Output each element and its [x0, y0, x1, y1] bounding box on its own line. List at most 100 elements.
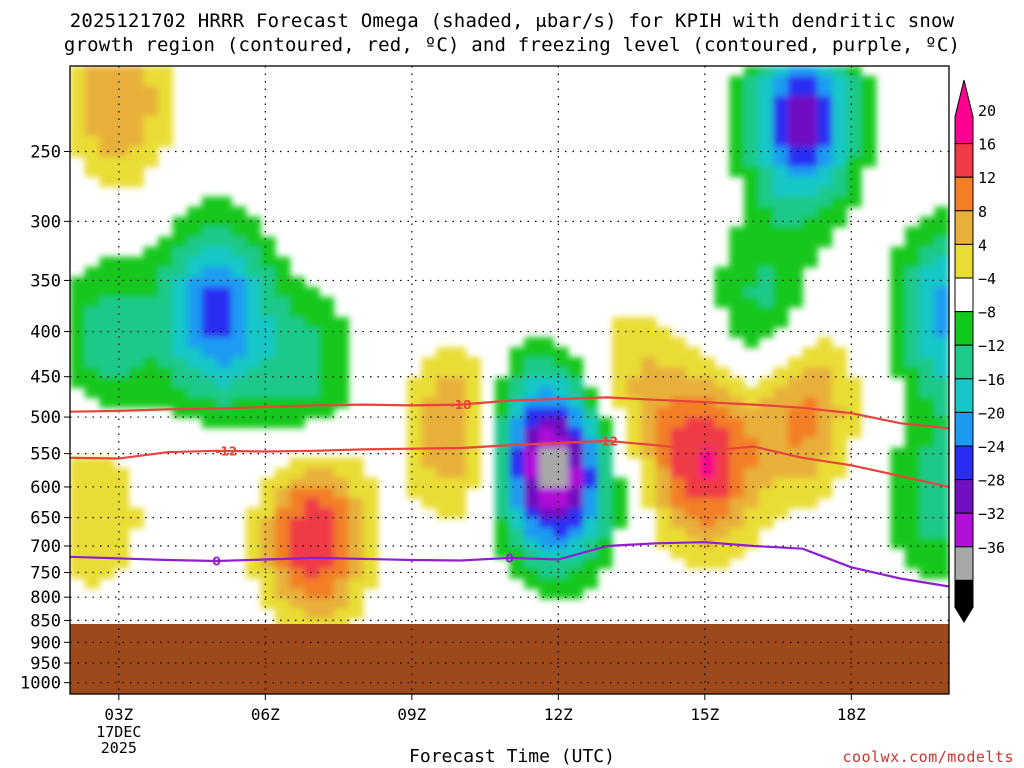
- omega-cell: [582, 437, 598, 449]
- omega-cell: [84, 166, 100, 178]
- omega-cell: [260, 276, 276, 288]
- omega-cell: [831, 367, 848, 378]
- omega-cell: [319, 608, 335, 619]
- omega-cell: [231, 266, 247, 278]
- omega-cell: [919, 437, 935, 449]
- y-tick-label: 600: [30, 478, 61, 498]
- omega-cell: [113, 367, 130, 378]
- omega-cell: [685, 467, 701, 479]
- omega-cell: [787, 427, 804, 439]
- omega-cell: [729, 146, 745, 157]
- omega-cell: [802, 377, 818, 388]
- omega-cell: [538, 538, 555, 549]
- omega-cell: [319, 337, 335, 348]
- omega-cell: [70, 507, 86, 519]
- omega-cell: [84, 487, 100, 499]
- omega-cell: [597, 527, 613, 539]
- omega-cell: [113, 487, 130, 499]
- omega-cell: [319, 477, 335, 489]
- omega-cell: [304, 397, 320, 409]
- omega-cell: [450, 417, 467, 429]
- omega-cell: [172, 236, 188, 248]
- omega-cell: [787, 497, 804, 509]
- omega-cell: [729, 377, 745, 388]
- omega-cell: [99, 377, 115, 388]
- omega-cell: [890, 286, 906, 298]
- omega-cell: [685, 347, 701, 358]
- omega-cell: [494, 548, 511, 559]
- omega-cell: [802, 357, 818, 368]
- omega-cell: [773, 236, 789, 248]
- omega-cell: [626, 447, 642, 459]
- omega-cell: [714, 558, 730, 569]
- omega-cell: [289, 588, 305, 599]
- omega-cell: [260, 527, 276, 539]
- colorbar-segment: [954, 311, 974, 346]
- omega-cell: [817, 176, 833, 188]
- omega-cell: [787, 377, 804, 388]
- omega-cell: [846, 66, 862, 77]
- omega-cell: [231, 337, 247, 348]
- omega-cell: [143, 296, 159, 308]
- omega-cell: [568, 588, 584, 599]
- omega-cell: [201, 327, 218, 338]
- omega-cell: [817, 196, 833, 208]
- omega-cell: [773, 136, 789, 147]
- omega-cell: [612, 477, 628, 489]
- omega-cell: [275, 266, 291, 278]
- omega-cell: [758, 497, 774, 509]
- omega-cell: [524, 487, 540, 499]
- omega-cell: [685, 477, 701, 489]
- omega-cell: [509, 407, 525, 419]
- omega-cell: [656, 447, 672, 459]
- omega-cell: [128, 96, 144, 107]
- omega-cell: [758, 96, 774, 107]
- omega-cell: [304, 517, 320, 529]
- omega-cell: [406, 467, 423, 479]
- omega-cell: [260, 517, 276, 529]
- omega-cell: [260, 357, 276, 368]
- omega-cell: [641, 347, 657, 358]
- omega-cell: [582, 497, 598, 509]
- omega-cell: [304, 327, 320, 338]
- omega-cell: [831, 66, 848, 77]
- omega-cell: [363, 487, 379, 499]
- omega-cell: [333, 517, 349, 529]
- omega-cell: [143, 126, 159, 137]
- omega-cell: [70, 276, 86, 288]
- omega-cell: [905, 357, 921, 368]
- omega-cell: [890, 347, 906, 358]
- omega-cell: [553, 538, 569, 549]
- omega-cell: [787, 136, 804, 147]
- omega-cell: [494, 467, 511, 479]
- omega-cell: [113, 538, 130, 549]
- omega-cell: [333, 337, 349, 348]
- omega-cell: [157, 236, 174, 248]
- omega-cell: [934, 568, 949, 579]
- omega-cell: [216, 206, 232, 218]
- omega-cell: [143, 66, 159, 77]
- omega-cell: [714, 377, 730, 388]
- omega-cell: [743, 196, 760, 208]
- omega-cell: [714, 497, 730, 509]
- omega-cell: [289, 527, 305, 539]
- omega-cell: [934, 558, 949, 569]
- omega-cell: [304, 608, 320, 619]
- omega-cell: [157, 86, 174, 97]
- omega-cell: [319, 558, 335, 569]
- omega-cell: [494, 437, 511, 449]
- omega-cell: [172, 327, 188, 338]
- omega-cell: [201, 256, 218, 268]
- colorbar-label: −4: [978, 270, 996, 288]
- omega-cell: [802, 186, 818, 198]
- omega-cell: [641, 387, 657, 399]
- omega-cell: [494, 447, 511, 459]
- omega-cell: [84, 467, 100, 479]
- omega-cell: [84, 568, 100, 579]
- omega-cell: [670, 467, 686, 479]
- omega-cell: [817, 477, 833, 489]
- credit-link[interactable]: coolwx.com/modelts: [842, 748, 1014, 766]
- omega-cell: [890, 307, 906, 318]
- omega-cell: [758, 166, 774, 178]
- omega-cell: [319, 598, 335, 609]
